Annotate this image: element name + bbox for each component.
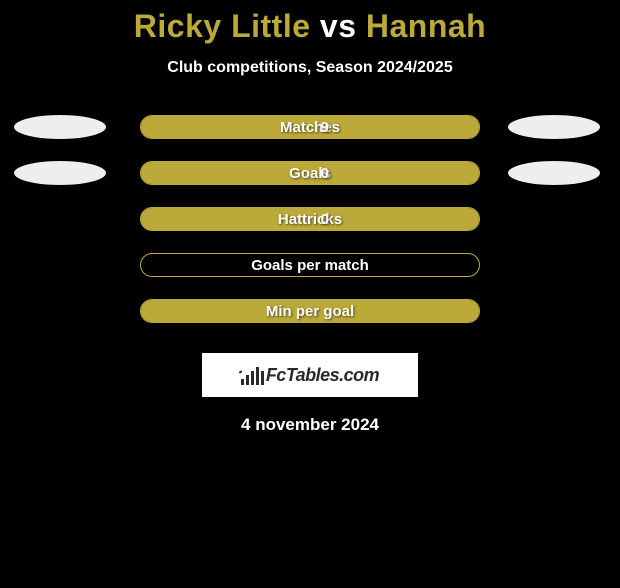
- player2-ellipse-icon: [508, 115, 600, 139]
- stat-row: Goals per match: [0, 253, 620, 277]
- stat-rows: Matches9Goals0Hattricks0Goals per matchM…: [0, 115, 620, 323]
- stat-label: Goals per match: [141, 254, 479, 277]
- stat-bar: Hattricks0: [140, 207, 480, 231]
- player1-ellipse-icon: [14, 161, 106, 185]
- stat-bar: Min per goal: [140, 299, 480, 323]
- stat-label: Hattricks: [141, 208, 479, 231]
- stat-label: Min per goal: [141, 300, 479, 323]
- stat-bar: Goals0: [140, 161, 480, 185]
- stat-label: Matches: [141, 116, 479, 139]
- logo: FcTables.com: [202, 353, 418, 397]
- date: 4 november 2024: [0, 415, 620, 435]
- stat-bar: Matches9: [140, 115, 480, 139]
- stat-bar: Goals per match: [140, 253, 480, 277]
- title-vs: vs: [320, 8, 357, 44]
- subtitle: Club competitions, Season 2024/2025: [0, 59, 620, 77]
- title-player2: Hannah: [366, 8, 486, 44]
- stat-row: Goals0: [0, 161, 620, 185]
- stat-label: Goals: [141, 162, 479, 185]
- stat-row: Matches9: [0, 115, 620, 139]
- title-player1: Ricky Little: [134, 8, 311, 44]
- logo-text: FcTables.com: [266, 365, 379, 386]
- page-title: Ricky Little vs Hannah: [0, 8, 620, 45]
- player1-ellipse-icon: [14, 115, 106, 139]
- bars-icon: [241, 365, 264, 385]
- stat-value-player2: 0: [321, 208, 329, 231]
- stat-value-player2: 9: [321, 116, 329, 139]
- stat-row: Min per goal: [0, 299, 620, 323]
- stat-value-player2: 0: [321, 162, 329, 185]
- player2-ellipse-icon: [508, 161, 600, 185]
- stat-row: Hattricks0: [0, 207, 620, 231]
